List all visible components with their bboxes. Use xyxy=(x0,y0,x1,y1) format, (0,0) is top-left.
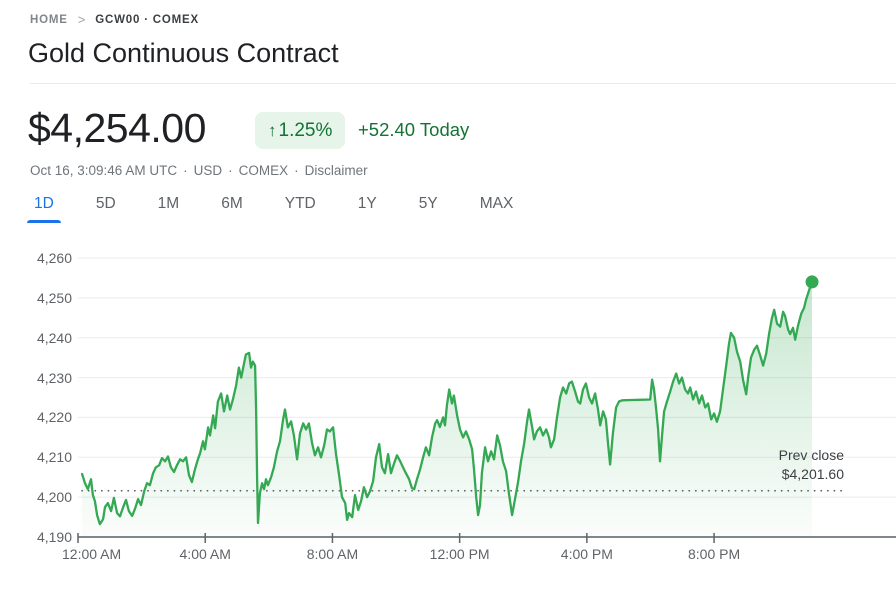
tab-max[interactable]: MAX xyxy=(478,191,516,223)
prev-close-label: Prev close xyxy=(778,447,844,463)
page-title: Gold Continuous Contract xyxy=(28,38,339,68)
y-axis-label: 4,220 xyxy=(36,409,72,426)
meta-separator: · xyxy=(228,163,233,178)
y-axis-label: 4,230 xyxy=(36,369,72,386)
change-percent-badge: ↑ 1.25% xyxy=(255,112,346,149)
tab-5d[interactable]: 5D xyxy=(94,191,118,223)
x-axis-label: 4:00 AM xyxy=(179,546,231,562)
y-axis-label: 4,240 xyxy=(36,329,72,346)
x-axis-label: 8:00 AM xyxy=(306,546,359,562)
x-axis-label: 12:00 AM xyxy=(62,546,122,562)
quote-meta-line: Oct 16, 3:09:46 AM UTC · USD · COMEX · D… xyxy=(30,163,368,178)
tab-6m[interactable]: 6M xyxy=(219,191,245,223)
tab-1d[interactable]: 1D xyxy=(27,191,61,223)
y-axis-label: 4,190 xyxy=(36,529,72,545)
chevron-right-icon: > xyxy=(77,12,86,27)
quote-exchange: COMEX xyxy=(238,163,289,178)
prev-close-annotation: Prev close $4,201.60 xyxy=(779,446,844,484)
prev-close-value: $4,201.60 xyxy=(781,466,844,482)
time-range-tabs: 1D 5D 1M 6M YTD 1Y 5Y MAX xyxy=(27,191,516,223)
y-axis-label: 4,210 xyxy=(36,449,72,466)
quote-timestamp: Oct 16, 3:09:46 AM UTC xyxy=(30,163,178,178)
header-divider xyxy=(30,83,896,84)
disclaimer-link[interactable]: Disclaimer xyxy=(304,163,368,178)
y-axis-label: 4,260 xyxy=(36,250,72,266)
change-amount-today: +52.40 Today xyxy=(358,119,470,140)
meta-separator: · xyxy=(294,163,299,178)
x-axis-label: 8:00 PM xyxy=(688,546,741,562)
y-axis-label: 4,250 xyxy=(36,289,72,306)
x-axis-label: 12:00 PM xyxy=(429,546,490,562)
breadcrumb-symbol: GCW00 · COMEX xyxy=(95,13,199,26)
meta-separator: · xyxy=(183,163,188,178)
breadcrumb: HOME > GCW00 · COMEX xyxy=(30,12,199,27)
tab-1y[interactable]: 1Y xyxy=(356,191,379,223)
up-arrow-icon: ↑ xyxy=(268,120,277,140)
price-line xyxy=(80,280,814,526)
y-axis-label: 4,200 xyxy=(36,489,72,506)
change-percent-value: 1.25% xyxy=(278,119,333,141)
tab-ytd[interactable]: YTD xyxy=(283,191,318,223)
breadcrumb-home-link[interactable]: HOME xyxy=(30,13,68,26)
tab-5y[interactable]: 5Y xyxy=(417,191,440,223)
last-price-dot xyxy=(805,275,819,289)
x-axis-label: 4:00 PM xyxy=(560,546,613,562)
quote-currency: USD xyxy=(193,163,223,178)
tab-1m[interactable]: 1M xyxy=(156,191,182,223)
current-price: $4,254.00 xyxy=(28,105,206,151)
